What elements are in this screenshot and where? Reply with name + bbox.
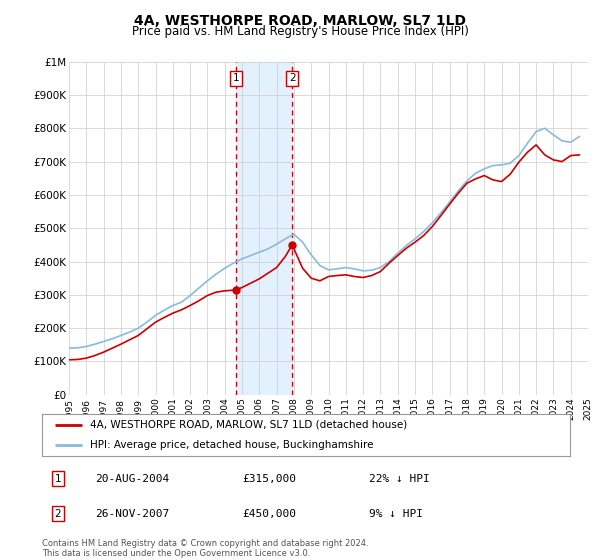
Text: 2: 2 xyxy=(55,509,61,519)
Text: 2: 2 xyxy=(289,73,295,83)
Text: Contains HM Land Registry data © Crown copyright and database right 2024.
This d: Contains HM Land Registry data © Crown c… xyxy=(42,539,368,558)
Text: 9% ↓ HPI: 9% ↓ HPI xyxy=(370,509,424,519)
Text: £315,000: £315,000 xyxy=(242,474,296,484)
Text: 1: 1 xyxy=(232,73,239,83)
Text: 26-NOV-2007: 26-NOV-2007 xyxy=(95,509,169,519)
Text: HPI: Average price, detached house, Buckinghamshire: HPI: Average price, detached house, Buck… xyxy=(89,440,373,450)
Bar xyxy=(236,62,292,395)
Text: £450,000: £450,000 xyxy=(242,509,296,519)
Text: 20-AUG-2004: 20-AUG-2004 xyxy=(95,474,169,484)
Text: 1: 1 xyxy=(55,474,61,484)
Text: 4A, WESTHORPE ROAD, MARLOW, SL7 1LD (detached house): 4A, WESTHORPE ROAD, MARLOW, SL7 1LD (det… xyxy=(89,420,407,430)
Text: 22% ↓ HPI: 22% ↓ HPI xyxy=(370,474,430,484)
Text: 4A, WESTHORPE ROAD, MARLOW, SL7 1LD: 4A, WESTHORPE ROAD, MARLOW, SL7 1LD xyxy=(134,14,466,28)
Text: Price paid vs. HM Land Registry's House Price Index (HPI): Price paid vs. HM Land Registry's House … xyxy=(131,25,469,38)
